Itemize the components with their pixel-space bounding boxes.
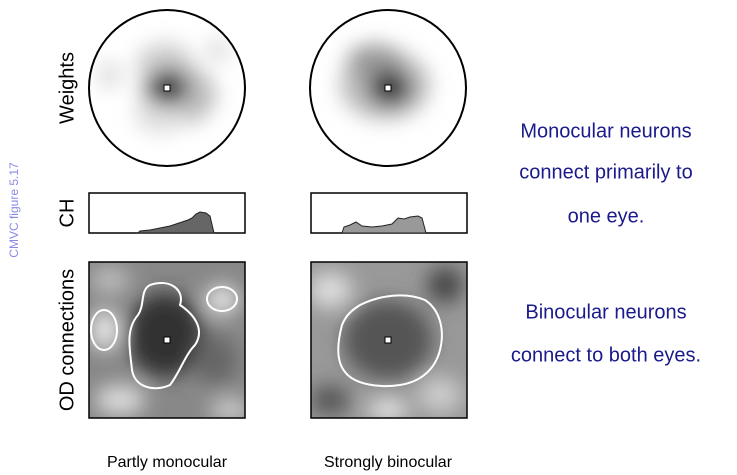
od-frame — [310, 261, 468, 419]
center-marker — [163, 84, 171, 92]
row-label: CH — [56, 199, 78, 228]
note-line: connect primarily to — [519, 161, 692, 183]
center-marker — [384, 84, 392, 92]
row-label: OD connections — [56, 269, 78, 411]
weights-border — [88, 9, 246, 167]
column-label: Partly monocular — [107, 454, 228, 471]
row-label: Weights — [56, 52, 78, 124]
note-line: connect to both eyes. — [511, 344, 701, 366]
histogram — [136, 211, 215, 234]
side-label: CMVC figure 5.17 — [7, 162, 21, 258]
center-marker — [163, 336, 171, 344]
od-frame — [88, 261, 246, 419]
note-line: one eye. — [568, 205, 645, 227]
center-marker — [384, 336, 392, 344]
weights-map — [90, 11, 244, 165]
column-label: Strongly binocular — [324, 454, 453, 471]
weights-border — [309, 9, 467, 167]
note-line: Binocular neurons — [525, 301, 686, 323]
histogram — [341, 215, 427, 234]
note-line: Monocular neurons — [520, 120, 691, 142]
